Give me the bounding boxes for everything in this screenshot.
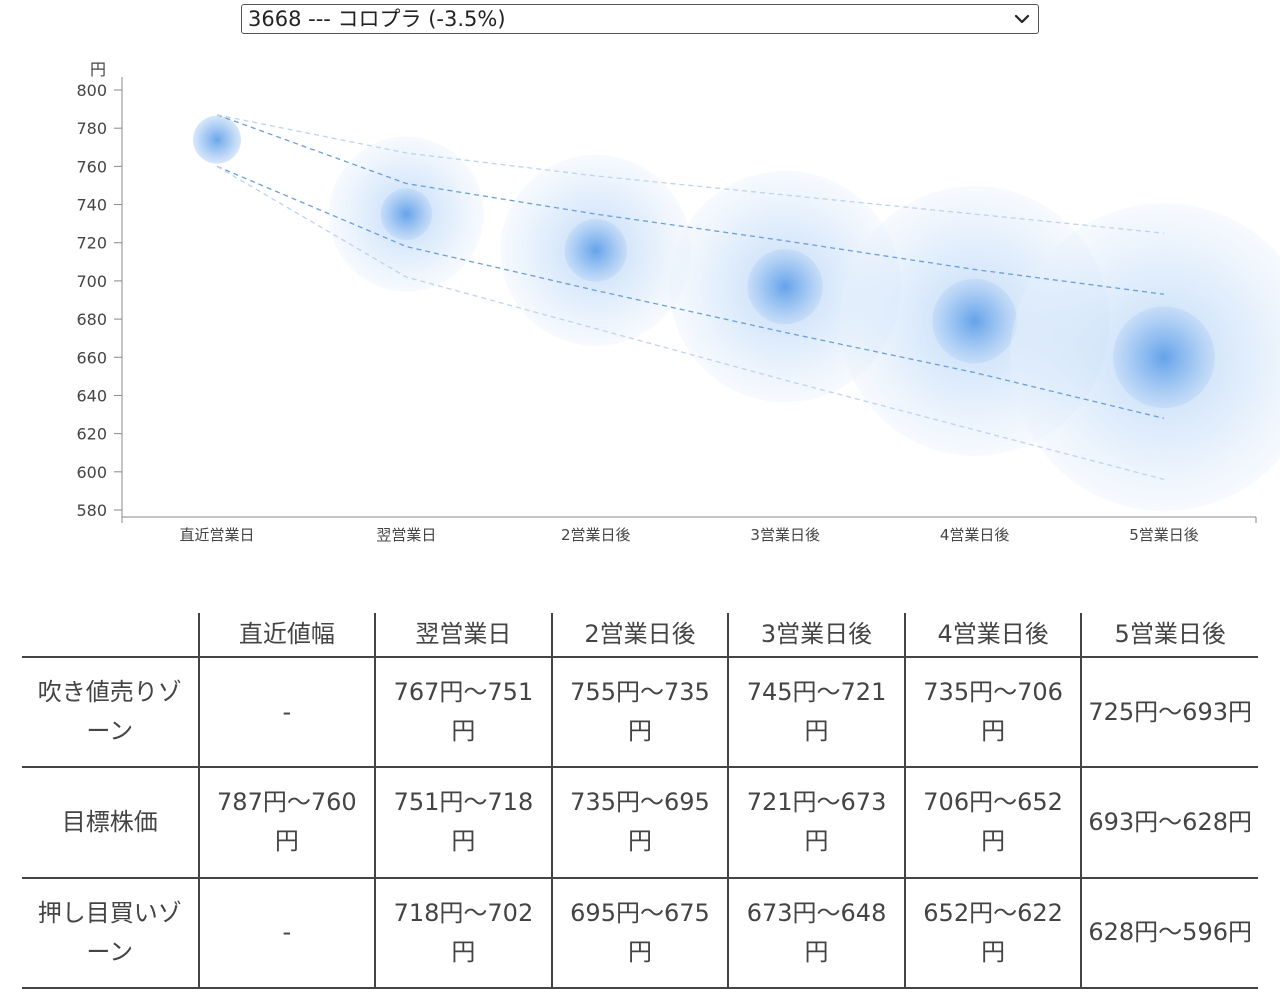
- x-tick-label: 3営業日後: [750, 526, 820, 544]
- table-cell: 628円〜596円: [1080, 876, 1258, 990]
- table-cell: 755円〜735円: [550, 655, 730, 769]
- y-tick-label: 680: [76, 310, 107, 329]
- table-header-row: 直近値幅 翌営業日 2営業日後 3営業日後 4営業日後 5営業日後: [22, 613, 1258, 658]
- forecast-bubbles: [193, 115, 1280, 512]
- target-range-bubble: [193, 115, 241, 164]
- table-header-corner: [22, 613, 200, 658]
- stock-selector[interactable]: 3668 --- コロプラ (-3.5%): [241, 4, 1039, 34]
- forecast-bands: [216, 114, 1165, 481]
- table-cell: 693円〜628円: [1080, 766, 1258, 879]
- target-range-bubble: [564, 219, 628, 282]
- table-cell: 652円〜622円: [903, 876, 1083, 990]
- price-forecast-chart: 円 800 780 760 740 720 700 680 660 640 620 600 580 直…: [76, 60, 1280, 544]
- chart-axes: 円: [90, 60, 1256, 518]
- table-cell: 745円〜721円: [727, 655, 906, 769]
- stock-select[interactable]: 3668 --- コロプラ (-3.5%): [242, 5, 1038, 33]
- x-tick-label: 2営業日後: [561, 526, 631, 544]
- row-label: 吹き値売りゾーン: [22, 655, 200, 769]
- table-cell: 721円〜673円: [727, 766, 906, 879]
- table-cell: -: [197, 655, 377, 769]
- table-cell: 787円〜760円: [197, 766, 377, 879]
- y-tick-label: 780: [76, 119, 107, 138]
- table-header-cell: 2営業日後: [550, 613, 730, 658]
- row-label: 押し目買いゾーン: [22, 876, 200, 990]
- y-tick-label: 640: [76, 386, 107, 405]
- table-cell: 725円〜693円: [1080, 655, 1258, 769]
- y-tick-label: 580: [76, 501, 107, 520]
- table-header-cell: 直近値幅: [197, 613, 377, 658]
- table-cell: -: [197, 876, 377, 990]
- y-tick-label: 720: [76, 234, 107, 253]
- target-range-bubble: [932, 278, 1017, 364]
- table-cell: 735円〜695円: [550, 766, 730, 879]
- y-axis-unit: 円: [90, 60, 106, 79]
- outer-lower-line: [216, 165, 1165, 481]
- table-cell: 673円〜648円: [727, 876, 906, 990]
- x-tick-label: 5営業日後: [1129, 526, 1199, 544]
- table-cell: 695円〜675円: [550, 876, 730, 990]
- forecast-table: 直近値幅 翌営業日 2営業日後 3営業日後 4営業日後 5営業日後 吹き値売りゾ…: [22, 613, 1258, 990]
- table-row: 目標株価 787円〜760円 751円〜718円 735円〜695円 721円〜…: [22, 766, 1258, 879]
- y-tick-label: 600: [76, 463, 107, 482]
- table-header-cell: 4営業日後: [903, 613, 1083, 658]
- table-cell: 767円〜751円: [374, 655, 553, 769]
- outer-upper-line: [216, 114, 1165, 234]
- y-tick-label: 700: [76, 272, 107, 291]
- table-cell: 718円〜702円: [374, 876, 553, 990]
- table-cell: 735円〜706円: [903, 655, 1083, 769]
- table-header-cell: 翌営業日: [374, 613, 553, 658]
- x-tick-label: 直近営業日: [179, 526, 254, 544]
- y-tick-label: 620: [76, 425, 107, 444]
- target-range-bubble: [747, 249, 823, 325]
- x-tick-label: 4営業日後: [940, 526, 1010, 544]
- table-header-cell: 5営業日後: [1080, 613, 1258, 658]
- table-cell: 706円〜652円: [903, 766, 1083, 879]
- row-label: 目標株価: [22, 766, 200, 879]
- x-tick-label: 翌営業日: [376, 526, 436, 544]
- y-tick-label: 800: [76, 81, 107, 100]
- table-cell: 751円〜718円: [374, 766, 553, 879]
- y-tick-label: 660: [76, 348, 107, 367]
- table-row: 押し目買いゾーン - 718円〜702円 695円〜675円 673円〜648円…: [22, 876, 1258, 990]
- target-upper-line: [216, 114, 1165, 295]
- y-tick-label: 760: [76, 157, 107, 176]
- target-range-bubble: [1113, 306, 1215, 409]
- target-lower-line: [216, 165, 1165, 419]
- y-tick-label: 740: [76, 196, 107, 215]
- table-row: 吹き値売りゾーン - 767円〜751円 755円〜735円 745円〜721円…: [22, 655, 1258, 769]
- target-range-bubble: [380, 188, 433, 240]
- y-ticks: 800 780 760 740 720 700 680 660 640 620 600 580: [76, 81, 122, 520]
- x-ticks: 直近営業日 翌営業日 2営業日後 3営業日後 4営業日後 5営業日後: [121, 517, 1257, 544]
- table-header-cell: 3営業日後: [727, 613, 906, 658]
